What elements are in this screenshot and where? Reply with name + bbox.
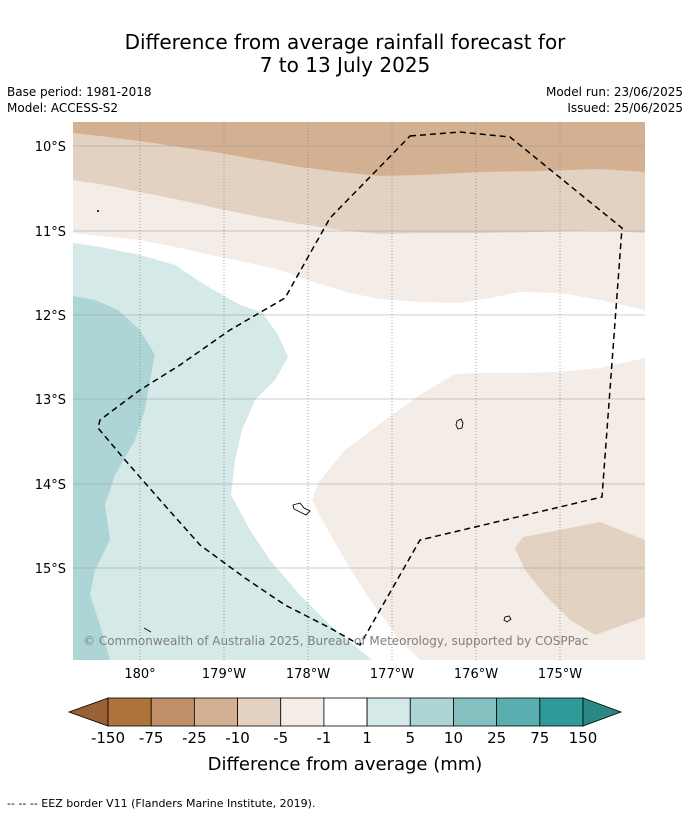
- eez-border: [97, 131, 623, 647]
- lon-label: 177°W: [370, 667, 414, 682]
- colorbar-swatch: [409, 697, 454, 727]
- colorbar-swatch: [496, 697, 541, 727]
- colorbar-tick-label: -25: [182, 729, 207, 747]
- colorbar-label: Difference from average (mm): [208, 754, 483, 775]
- colorbar-swatch: [193, 697, 238, 727]
- colorbar-tick-label: -5: [273, 729, 288, 747]
- colorbar-tick-label: 75: [530, 729, 549, 747]
- island-shape: [455, 418, 464, 430]
- islands: [97, 210, 512, 633]
- lon-label: 178°W: [286, 667, 330, 682]
- lon-label: 176°W: [454, 667, 498, 682]
- colorbar-swatch: [150, 697, 195, 727]
- lat-label: 12°S: [35, 309, 66, 324]
- colorbar-tick-label: 5: [405, 729, 415, 747]
- lat-label: 13°S: [35, 393, 66, 408]
- island-shape: [503, 615, 512, 623]
- title-line-2: 7 to 13 July 2025: [259, 53, 431, 77]
- footer-note: -- -- -- EEZ border V11 (Flanders Marine…: [7, 797, 316, 810]
- colorbar-tick-label: 1: [362, 729, 372, 747]
- colorbar-tick-label: 150: [569, 729, 598, 747]
- lon-label: 180°: [124, 667, 155, 682]
- contour-minus10-east: [515, 522, 645, 635]
- colorbar-over-arrow: [582, 697, 623, 727]
- colorbar-swatch: [323, 697, 368, 727]
- colorbar-tick-label: -10: [225, 729, 250, 747]
- island-shape: [143, 627, 152, 633]
- lon-label: 179°W: [202, 667, 246, 682]
- colorbar-swatch: [107, 697, 152, 727]
- colorbar-ticks: -150 -75 -25 -10 -5 -1 1 5 10 25 75 150: [91, 729, 597, 747]
- latitude-lines: [73, 145, 645, 569]
- colorbar-swatch: [539, 697, 584, 727]
- colorbar-tick-label: -1: [316, 729, 331, 747]
- colorbar-swatch: [237, 697, 282, 727]
- lat-label: 14°S: [35, 478, 66, 493]
- meta-right: Model run: 23/06/2025 Issued: 25/06/2025: [546, 84, 683, 116]
- colorbar-tick-label: -150: [91, 729, 125, 747]
- colorbar-under-arrow: [67, 697, 109, 727]
- lat-label: 15°S: [35, 562, 66, 577]
- meta-left: Base period: 1981-2018 Model: ACCESS-S2: [7, 84, 152, 116]
- rainfall-map: © Commonwealth of Australia 2025, Bureau…: [73, 122, 645, 660]
- map-title: Difference from average rainfall forecas…: [0, 31, 690, 77]
- colorbar-swatch: [280, 697, 325, 727]
- lat-label: 10°S: [35, 140, 66, 155]
- colorbar-tick-label: 25: [487, 729, 506, 747]
- model-name: Model: ACCESS-S2: [7, 101, 119, 115]
- copyright-text: © Commonwealth of Australia 2025, Bureau…: [83, 634, 588, 648]
- colorbar-tick-label: 10: [444, 729, 463, 747]
- island-dot: [97, 210, 99, 212]
- colorbar-swatch: [453, 697, 498, 727]
- latitude-labels: 10°S 11°S 12°S 13°S 14°S 15°S: [35, 140, 66, 577]
- base-period: Base period: 1981-2018: [7, 85, 152, 99]
- colorbar: [67, 697, 623, 727]
- lat-label: 11°S: [35, 225, 66, 240]
- model-run: Model run: 23/06/2025: [545, 85, 683, 99]
- colorbar-swatch: [366, 697, 411, 727]
- lon-label: 175°W: [538, 667, 582, 682]
- contour-plus5: [73, 296, 155, 660]
- title-line-1: Difference from average rainfall forecas…: [124, 30, 566, 54]
- longitude-labels: 180° 179°W 178°W 177°W 176°W 175°W: [124, 667, 582, 682]
- issued-date: Issued: 25/06/2025: [567, 101, 683, 115]
- island-shape: [292, 502, 311, 516]
- colorbar-tick-label: -75: [139, 729, 164, 747]
